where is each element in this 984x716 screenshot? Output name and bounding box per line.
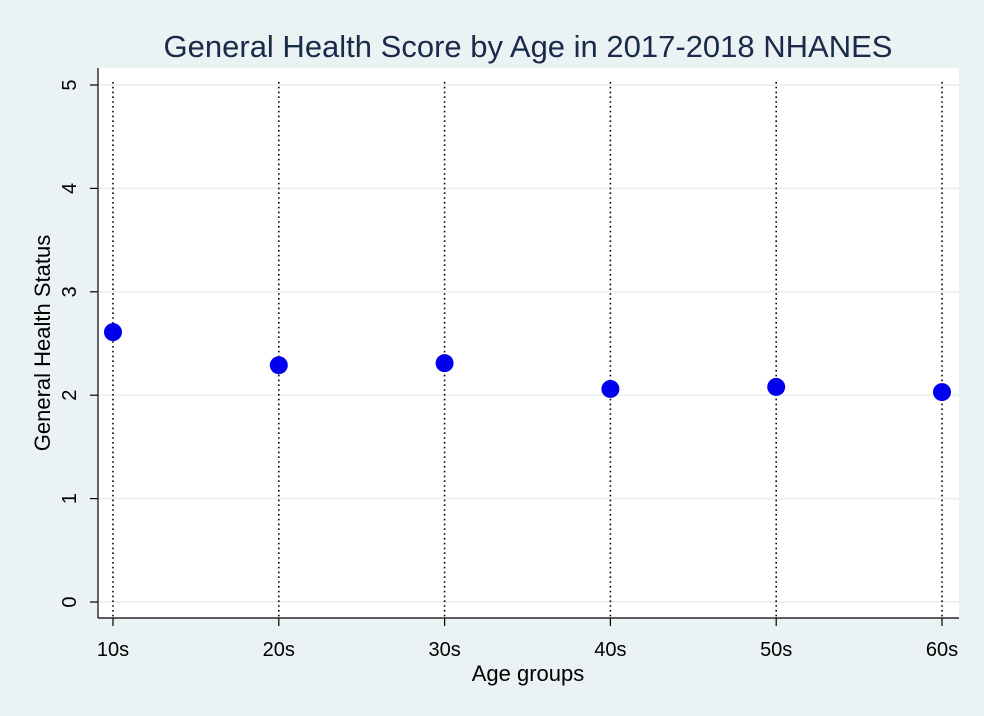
data-point [601, 379, 620, 398]
category-guide-layer [112, 82, 943, 618]
y-tick-label: 4 [59, 183, 81, 194]
x-tick-label: 40s [594, 639, 626, 661]
axis-layer [97, 68, 959, 619]
y-tick-label: 2 [59, 390, 81, 401]
point-layer [104, 323, 951, 402]
y-tick-label: 0 [59, 596, 81, 607]
x-tick-layer: 10s 20s 30s 40s 50s 60s [97, 618, 958, 661]
x-tick-label: 10s [97, 639, 129, 661]
chart-title: General Health Score by Age in 2017-2018… [164, 29, 893, 64]
grid-layer [99, 84, 959, 603]
x-tick-label: 20s [263, 639, 295, 661]
y-tick-label: 3 [59, 286, 81, 297]
x-tick-label: 50s [760, 639, 792, 661]
data-point [767, 377, 786, 396]
data-point [104, 323, 122, 342]
y-tick-layer: 0 1 2 3 4 5 [59, 79, 98, 608]
x-axis-title: Age groups [472, 661, 585, 686]
data-point [933, 383, 951, 402]
x-tick-label: 30s [428, 639, 460, 661]
y-tick-label: 5 [59, 79, 81, 90]
data-point [435, 354, 454, 373]
y-axis-title: General Health Status [30, 235, 55, 451]
data-point [269, 356, 288, 375]
y-tick-label: 1 [59, 493, 81, 504]
x-tick-label: 60s [926, 639, 958, 661]
plot-area [98, 68, 959, 618]
